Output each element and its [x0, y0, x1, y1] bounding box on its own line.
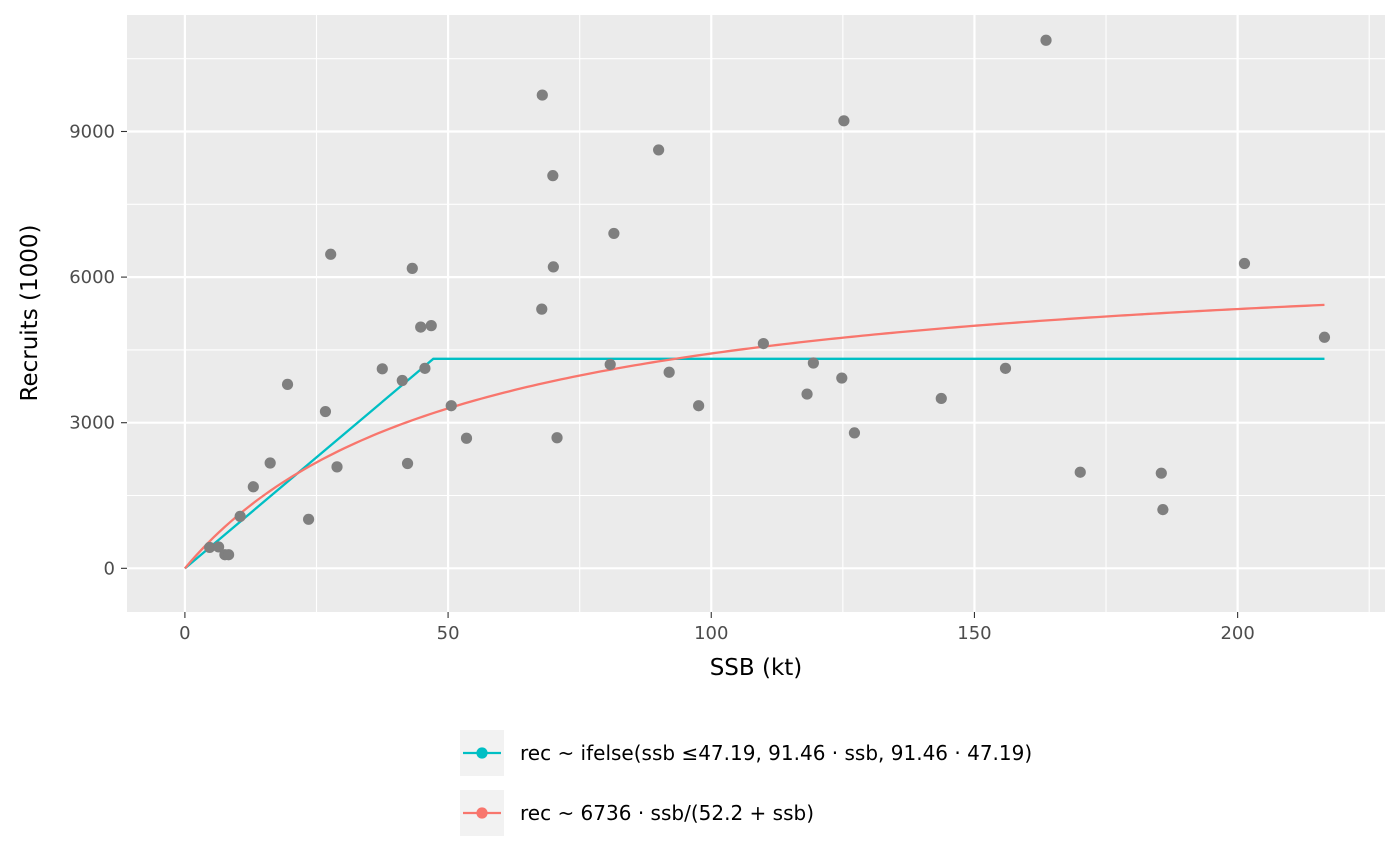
data-point: [757, 337, 769, 350]
x-axis-title: SSB (kt): [710, 655, 803, 681]
data-point: [1040, 34, 1052, 46]
data-point: [264, 457, 276, 469]
y-tick-label: 6000: [69, 267, 115, 288]
y-tick-label: 9000: [69, 121, 115, 142]
data-point: [836, 372, 848, 384]
data-point: [1074, 466, 1086, 478]
legend-label-part: rec ~ 6736: [520, 801, 638, 825]
data-point: [376, 363, 388, 375]
legend-key-point: [476, 807, 488, 819]
data-points: [204, 34, 1331, 561]
data-point: [281, 378, 294, 390]
data-point: [425, 320, 437, 332]
x-tick-label: 0: [179, 623, 190, 644]
plot-panel: [127, 15, 1385, 612]
data-point: [999, 362, 1012, 374]
data-point: [653, 144, 665, 156]
data-point: [445, 400, 457, 412]
legend-label: rec ~ ifelse(ssb ≤47.19, 91.46 · ssb, 91…: [520, 741, 1032, 765]
data-point: [547, 170, 559, 182]
legend-label-part: rec ~ ifelse(ssb: [520, 741, 681, 765]
legend-label-part: ·: [832, 741, 838, 765]
data-point: [460, 432, 473, 444]
legend-label: rec ~ 6736 · ssb/(52.2 + ssb): [520, 801, 814, 825]
data-point: [536, 89, 548, 101]
x-tick-label: 50: [437, 623, 460, 644]
legend-label-part: +: [750, 801, 767, 825]
data-point: [234, 510, 246, 522]
data-point: [838, 115, 850, 127]
legend-label-part: 47.19): [961, 741, 1032, 765]
legend-key-point: [476, 747, 488, 759]
y-axis: 0 3000 6000 9000: [69, 121, 127, 579]
data-point: [302, 513, 315, 525]
data-point: [551, 432, 563, 444]
data-point: [222, 549, 235, 561]
bevholt-fit-line: [184, 303, 1325, 570]
data-point: [396, 374, 408, 387]
legend-label-part: /: [684, 801, 691, 825]
legend-label-part: ssb: [644, 801, 684, 825]
legend-label-part: ssb): [766, 801, 814, 825]
data-point: [536, 303, 548, 315]
data-point: [401, 457, 414, 470]
legend-label-part: ·: [638, 801, 644, 825]
y-tick-label: 3000: [69, 413, 115, 434]
fitted-curves: [184, 303, 1325, 570]
x-tick-label: 200: [1220, 623, 1254, 644]
data-point: [663, 366, 675, 378]
legend-label-part: (52.2: [691, 801, 750, 825]
major-gridlines: [127, 15, 1385, 612]
x-tick-label: 100: [694, 623, 728, 644]
data-point: [801, 388, 813, 400]
x-axis: 0 50 100 150 200: [179, 612, 1255, 644]
data-point: [1155, 467, 1167, 479]
data-point: [608, 227, 620, 240]
data-point: [1318, 331, 1331, 343]
data-point: [415, 321, 427, 333]
data-point: [1157, 503, 1169, 516]
data-point: [547, 261, 559, 273]
y-axis-title: Recruits (1000): [17, 225, 43, 402]
data-point: [935, 392, 947, 405]
legend-label-part: 47.19, 91.46: [698, 741, 832, 765]
legend-label-part: ≤: [681, 741, 698, 765]
legend: rec ~ ifelse(ssb ≤47.19, 91.46 · ssb, 91…: [460, 730, 1032, 836]
data-point: [325, 248, 337, 260]
data-point: [204, 541, 216, 554]
segmented-fit-line: [184, 357, 1325, 570]
data-point: [406, 262, 418, 274]
data-point: [247, 481, 259, 493]
data-point: [693, 400, 705, 412]
legend-label-part: ssb, 91.46: [838, 741, 954, 765]
data-point: [848, 427, 861, 439]
data-point: [331, 461, 343, 473]
x-tick-label: 150: [957, 623, 991, 644]
data-point: [604, 358, 616, 371]
data-point: [319, 405, 332, 418]
data-point: [212, 541, 225, 553]
y-tick-label: 0: [104, 558, 115, 579]
legend-label-part: ·: [954, 741, 960, 765]
data-point: [807, 357, 819, 369]
data-point: [1238, 257, 1251, 270]
minor-gridlines: [127, 15, 1385, 612]
data-point: [419, 362, 431, 374]
